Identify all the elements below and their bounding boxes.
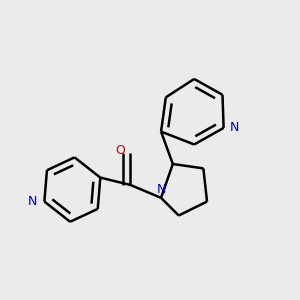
Text: N: N: [230, 122, 239, 134]
Text: N: N: [28, 195, 37, 208]
Text: N: N: [156, 183, 166, 196]
Text: O: O: [115, 143, 125, 157]
